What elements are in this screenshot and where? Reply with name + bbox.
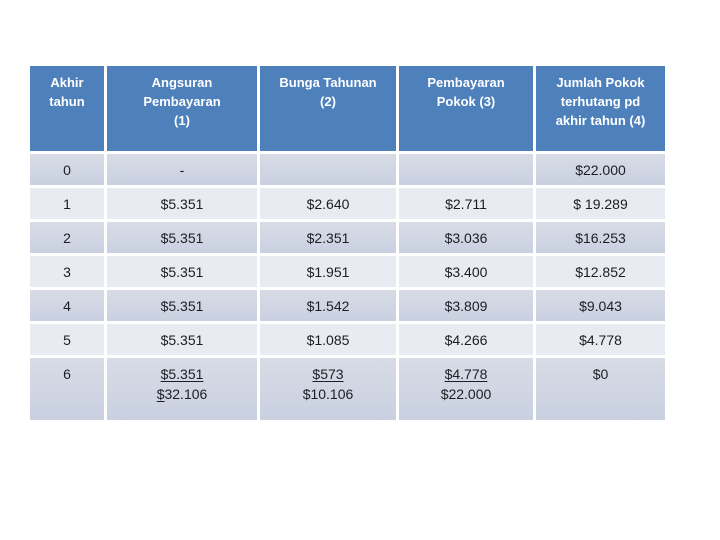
- year-cell: 2: [30, 222, 104, 253]
- table-cell: $4.778: [536, 324, 665, 355]
- year-value: 1: [63, 195, 71, 212]
- table-cell: $ 19.289: [536, 188, 665, 219]
- column-header-text: Pokok (3): [436, 94, 496, 109]
- cell-value: $32.106: [157, 384, 208, 404]
- table-cell: -: [107, 154, 257, 185]
- year-cell: 0: [30, 154, 104, 185]
- column-header-text: Jumlah Pokok: [556, 75, 645, 90]
- cell-value: $0: [592, 366, 609, 382]
- column-header-jumlah-pokok-terhutang: Jumlah Pokok terhutang pd akhir tahun (4): [536, 66, 665, 151]
- column-header-text: (2): [320, 94, 336, 109]
- cell-value: $5.351: [160, 229, 204, 246]
- cell-value: $22.000: [575, 161, 626, 178]
- cell-value: $9.043: [579, 297, 622, 314]
- table-cell: $9.043: [536, 290, 665, 321]
- year-cell: 5: [30, 324, 104, 355]
- cell-value: $5.351: [160, 263, 204, 280]
- table-cell: $2.711: [399, 188, 533, 219]
- table-cell: $5.351: [107, 324, 257, 355]
- table-cell: $22.000: [536, 154, 665, 185]
- cell-value: $10.106: [302, 386, 354, 402]
- dollar-sign: $: [156, 386, 165, 402]
- column-header-akhir-tahun: Akhir tahun: [30, 66, 104, 151]
- cell-value: $573: [312, 366, 344, 382]
- column-header-text: akhir tahun (4): [555, 113, 646, 128]
- year-cell: 6: [30, 358, 104, 420]
- cell-value: -: [179, 161, 185, 178]
- table-cell: $5.351: [107, 256, 257, 287]
- year-cell: 1: [30, 188, 104, 219]
- year-value: 5: [63, 331, 71, 348]
- table-cell: $1.542: [260, 290, 396, 321]
- cell-value: $16.253: [575, 229, 626, 246]
- cell-value: $4.266: [444, 331, 488, 348]
- table-cell: $16.253: [536, 222, 665, 253]
- table-cell: [260, 154, 396, 185]
- amortization-table: Akhir tahun Angsuran Pembayaran (1) Bunga Tah…: [30, 66, 665, 420]
- column-header-bunga-tahunan: Bunga Tahunan (2): [260, 66, 396, 151]
- column-header-text: Akhir: [50, 75, 84, 90]
- year-cell: 3: [30, 256, 104, 287]
- cell-value: $1.542: [306, 297, 350, 314]
- cell-value: $5.351: [160, 331, 204, 348]
- table-cell: [399, 154, 533, 185]
- table-cell: $3.400: [399, 256, 533, 287]
- table-cell: $3.036: [399, 222, 533, 253]
- year-value: 6: [63, 366, 71, 382]
- column-header-angsuran-pembayaran: Angsuran Pembayaran (1): [107, 66, 257, 151]
- table-cell: $1.085: [260, 324, 396, 355]
- table-cell: $5.351: [107, 188, 257, 219]
- year-value: 2: [63, 229, 71, 246]
- year-value: 0: [63, 161, 71, 178]
- column-header-text: terhutang pd: [560, 94, 641, 109]
- table-cell: $1.951: [260, 256, 396, 287]
- column-header-text: Bunga Tahunan: [279, 75, 377, 90]
- table-cell: $4.266: [399, 324, 533, 355]
- cell-value: $2.640: [306, 195, 350, 212]
- cell-value: $ 19.289: [573, 195, 628, 212]
- table-cell: $5.351 $32.106: [107, 358, 257, 420]
- table-cell: $5.351: [107, 222, 257, 253]
- table-cell: $12.852: [536, 256, 665, 287]
- cell-value: $1.951: [306, 263, 350, 280]
- cell-value: $2.711: [445, 195, 487, 212]
- column-header-text: Pembayaran: [427, 75, 505, 90]
- cell-value-rest: 32.106: [164, 386, 208, 402]
- cell-value: $4.778: [579, 331, 622, 348]
- cell-value: $22.000: [440, 386, 492, 402]
- table-cell: $2.351: [260, 222, 396, 253]
- table-cell: $5.351: [107, 290, 257, 321]
- column-header-text: tahun: [49, 94, 85, 109]
- cell-value: $3.400: [444, 263, 488, 280]
- table-cell: $3.809: [399, 290, 533, 321]
- column-header-text: (1): [174, 113, 190, 128]
- cell-value: $12.852: [575, 263, 626, 280]
- cell-value: $5.351: [160, 297, 204, 314]
- column-header-text: Angsuran: [151, 75, 213, 90]
- year-cell: 4: [30, 290, 104, 321]
- cell-value: $5.351: [160, 366, 204, 382]
- year-value: 4: [63, 297, 71, 314]
- column-header-text: Pembayaran: [143, 94, 221, 109]
- table-cell: $2.640: [260, 188, 396, 219]
- year-value: 3: [63, 263, 71, 280]
- table-cell: $4.778 $22.000: [399, 358, 533, 420]
- table-cell: $573 $10.106: [260, 358, 396, 420]
- column-header-pembayaran-pokok: Pembayaran Pokok (3): [399, 66, 533, 151]
- cell-value: $5.351: [160, 195, 204, 212]
- cell-value: $1.085: [306, 331, 350, 348]
- cell-value: $2.351: [306, 229, 350, 246]
- cell-value: $3.036: [444, 229, 488, 246]
- table-cell: $0: [536, 358, 665, 420]
- cell-value: $4.778: [444, 366, 488, 382]
- cell-value: $3.809: [444, 297, 488, 314]
